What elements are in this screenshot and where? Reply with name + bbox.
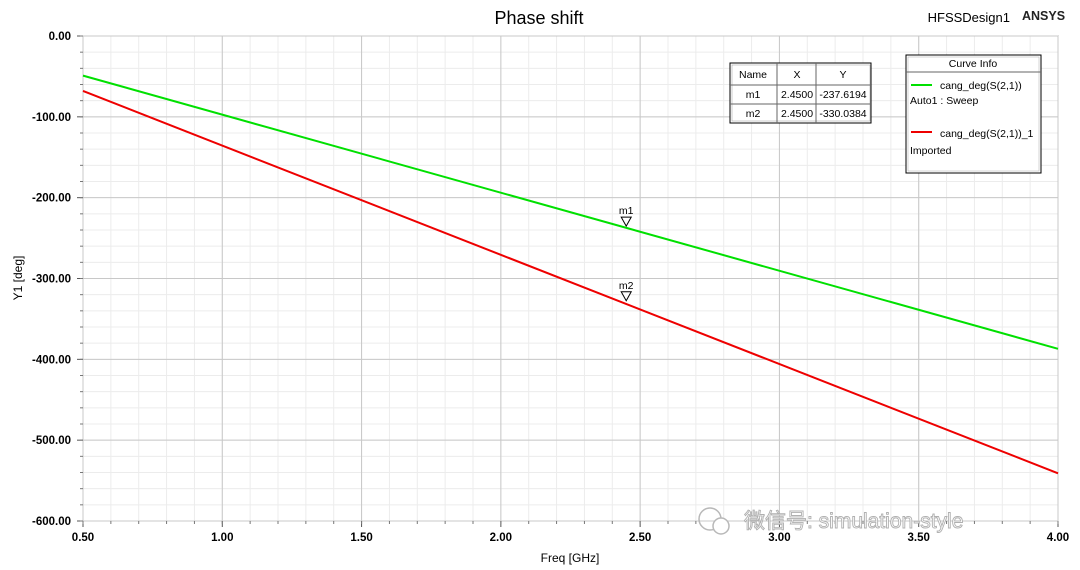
series-line-1 (82, 74, 1059, 350)
x-axis-label: Freq [GHz] (541, 551, 600, 565)
table-header-y: Y (839, 69, 846, 81)
legend-entry-2-name: cang_deg(S(2,1))_1 (940, 128, 1034, 140)
watermark: 微信号: simulation-style (698, 507, 964, 535)
series-lines (82, 74, 1059, 475)
design-name: HFSSDesign1 (928, 10, 1010, 25)
legend-title: Curve Info (949, 58, 998, 70)
x-tick-label: 2.50 (629, 532, 651, 544)
chart-title: Phase shift (494, 8, 583, 28)
curve-info-legend: Curve Info cang_deg(S(2,1)) Auto1 : Swee… (905, 54, 1042, 174)
table-row-m1-y: -237.6194 (819, 89, 866, 101)
x-tick-label: 1.00 (211, 532, 233, 544)
y-tick-label: -500.00 (32, 435, 71, 447)
x-tick-label: 1.50 (350, 532, 372, 544)
grid-lines (82, 35, 1059, 522)
table-row-m2-x: 2.4500 (781, 108, 813, 120)
x-tick-label: 4.00 (1047, 532, 1069, 544)
table-row-m2-y: -330.0384 (819, 108, 866, 120)
ansys-logo: ANSYS (1022, 9, 1065, 23)
marker-table: Name X Y m1 2.4500 -237.6194 m2 2.4500 -… (729, 62, 872, 124)
axes: 0.50 1.00 1.50 2.00 2.50 3.00 3.50 4.00 0.00 -100… (32, 31, 1069, 544)
y-tick-label: -600.00 (32, 516, 71, 528)
legend-entry-1-sub: Auto1 : Sweep (910, 95, 978, 107)
legend-entry-2-sub: Imported (910, 145, 952, 157)
y-tick-label: -400.00 (32, 354, 71, 366)
table-row-m1-name: m1 (746, 89, 761, 101)
table-header-name: Name (739, 69, 767, 81)
marker-triangle-m1 (620, 216, 633, 228)
legend-entry-1-name: cang_deg(S(2,1)) (940, 80, 1022, 92)
x-tick-label: 0.50 (72, 532, 94, 544)
marker-label-m2: m2 (619, 280, 634, 292)
table-header-x: X (793, 69, 800, 81)
markers: m1 m2 (619, 205, 634, 302)
y-tick-label: -100.00 (32, 112, 71, 124)
x-tick-label: 2.00 (490, 532, 512, 544)
y-axis-label: Y1 [deg] (11, 256, 25, 301)
y-tick-label: -300.00 (32, 274, 71, 286)
wechat-icon-small (712, 517, 730, 535)
watermark-text: 微信号: simulation-style (744, 510, 963, 533)
series-line-2 (82, 90, 1059, 475)
y-tick-label: -200.00 (32, 193, 71, 205)
table-row-m1-x: 2.4500 (781, 89, 813, 101)
x-tick-label: 3.00 (768, 532, 790, 544)
x-tick-label: 3.50 (908, 532, 930, 544)
marker-triangle-m2 (620, 291, 633, 302)
y-tick-label: 0.00 (49, 31, 71, 43)
table-row-m2-name: m2 (746, 108, 761, 120)
marker-label-m1: m1 (619, 205, 634, 217)
